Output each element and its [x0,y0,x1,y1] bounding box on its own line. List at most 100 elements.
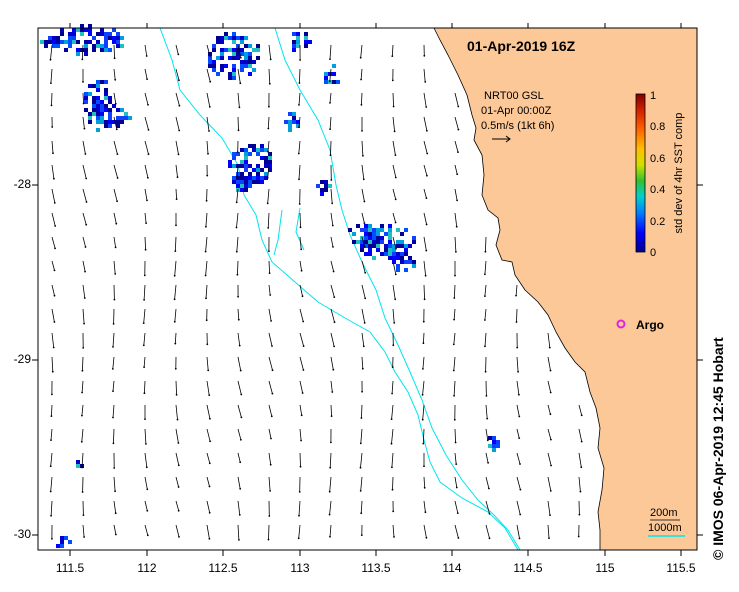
current-vector [206,116,210,132]
sst-pixel [92,112,96,116]
current-vector-head [235,226,238,229]
sst-pixel [88,112,92,116]
sst-pixel [228,48,232,52]
current-vector-head [361,367,364,370]
sst-pixel [104,120,108,124]
sst-pixel [260,180,264,184]
current-vector [206,500,211,513]
current-vector [113,44,115,59]
current-vector-head [52,346,55,349]
current-vector [268,68,271,84]
sst-pixel [492,436,496,440]
current-vector-head [390,418,393,420]
current-vector [454,524,459,539]
current-vector [113,140,118,155]
current-vector-head [177,153,180,156]
sst-pixel [124,112,128,116]
current-vector [299,452,301,467]
current-vector [454,476,458,488]
current-vector-head [85,201,88,203]
current-vector [82,260,86,272]
current-vector-head [51,370,54,373]
current-vector-head [484,345,486,348]
current-vector-head [267,227,270,229]
current-vector [113,500,117,514]
sst-pixel [408,244,412,248]
current-vector-head [360,534,363,536]
sst-pixel [304,40,308,44]
current-vector [174,308,177,322]
map-title: 01-Apr-2019 16Z [467,38,576,54]
contour-1000m [159,27,519,551]
current-vector [237,404,242,418]
current-vector-head [360,103,363,106]
current-vector-head [174,250,177,253]
sst-pixel [96,108,100,112]
sst-pixel [68,540,72,544]
current-vector [361,284,366,299]
current-vector [113,212,117,224]
sst-pixel [400,232,404,236]
x-tick-label: 115 [595,561,614,575]
current-vector-head [49,490,52,493]
current-vector-head [364,297,367,300]
current-vector [516,404,520,417]
sst-pixel [372,228,376,232]
current-vector-head [143,392,146,395]
current-vector-head [455,463,458,465]
current-vector-head [423,465,425,468]
current-vector-head [175,393,178,396]
current-vector-head [426,129,428,132]
current-vector-head [177,442,180,444]
sst-pixel [240,36,244,40]
current-vector-head [144,248,147,251]
current-vector-head [50,439,52,441]
sst-pixel [108,108,112,112]
sst-pixel [240,64,244,68]
current-vector [144,452,148,468]
current-vector-head [455,251,457,253]
sst-pixel [92,44,96,48]
x-tick-label: 113.5 [361,561,390,575]
current-vector-head [298,203,301,205]
current-vector-head [361,130,363,132]
sst-pixel [96,32,100,36]
sst-pixel [288,112,292,116]
sst-pixel [52,40,56,44]
current-vector-head [392,510,395,513]
current-vector-head [178,79,180,82]
current-vector-head [300,414,303,417]
sst-pixel [100,48,104,52]
current-vector-head [208,485,211,488]
sst-pixel [248,44,252,48]
sst-pixel [296,36,300,40]
current-vector [392,236,397,249]
current-vector [453,284,456,299]
vector-legend-line2: 01-Apr 00:00Z [481,105,552,117]
sst-pixel [324,80,328,84]
current-vector-head [208,106,211,108]
current-vector [484,284,487,297]
sst-pixel [236,184,240,188]
sst-pixel [248,152,252,156]
current-vector-head [82,81,84,83]
current-vector-head [301,295,304,298]
current-vector [206,356,209,371]
current-vector-head [205,297,207,300]
sst-pixel [96,100,100,104]
current-vector-head [271,369,274,372]
sst-pixel [92,108,96,112]
current-vector [578,476,581,492]
sst-pixel [120,36,124,40]
sst-pixel [48,40,52,44]
current-vector-head [83,127,86,130]
current-vector [144,116,149,131]
sst-pixel [248,56,252,60]
current-vector-head [328,513,331,516]
argo-marker: Argo [616,318,664,332]
current-vector-head [268,82,271,85]
current-vector [143,308,146,324]
current-vector-head [394,273,397,276]
current-vector [299,332,304,347]
current-vector-head [391,366,394,369]
